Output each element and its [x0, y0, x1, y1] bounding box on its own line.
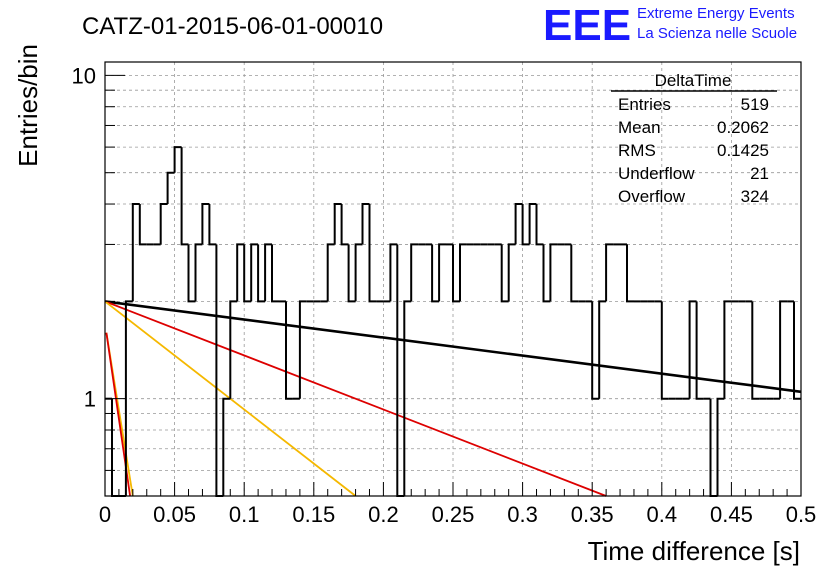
x-tick-label: 0.4 [647, 502, 678, 527]
histogram-bin [688, 300, 697, 399]
histogram-bin [389, 243, 398, 302]
stats-row-value: 519 [741, 95, 769, 114]
histogram-bin [347, 244, 356, 303]
histogram-bin [236, 243, 245, 302]
histogram-bin [243, 244, 252, 303]
y-axis-label: Entries/bin [13, 44, 43, 167]
x-tick-label: 0.45 [710, 502, 753, 527]
histogram-bin [271, 244, 279, 303]
histogram-bin [514, 203, 523, 245]
axis-ticks [104, 74, 802, 497]
histogram-bin [194, 243, 203, 302]
histogram-bin [695, 301, 704, 400]
histogram-bin [138, 204, 147, 246]
histogram-bin [549, 243, 558, 302]
logo-line-2: La Scienza nelle Scuole [637, 25, 797, 42]
histogram-bin [570, 244, 579, 303]
histogram-bin [222, 397, 231, 496]
fit-curve [104, 300, 802, 394]
histogram-bin [660, 301, 669, 400]
histogram-bin [459, 243, 467, 302]
histogram-bin [159, 203, 168, 245]
x-tick-label: 0.5 [786, 502, 817, 527]
histogram-bin [591, 301, 600, 400]
stats-row-label: Entries [618, 95, 671, 114]
logo-line-1: Extreme Energy Events [637, 5, 795, 22]
x-tick-label: 0.15 [292, 502, 335, 527]
histogram-bin [208, 204, 217, 246]
histogram-bin [438, 243, 446, 302]
histogram-bin [626, 244, 634, 303]
histogram-bin [403, 300, 412, 496]
histogram-bin [716, 397, 725, 496]
histogram-bin [751, 301, 760, 400]
histogram-bin [528, 203, 537, 245]
chart-title: CATZ-01-2015-06-01-00010 [82, 13, 383, 40]
histogram-bin [180, 147, 189, 246]
y-tick-label: 1 [84, 387, 96, 412]
histogram-bin [131, 203, 140, 302]
histogram-bin [298, 300, 307, 399]
histogram-bin [326, 243, 335, 302]
stats-row-value: 0.1425 [717, 141, 769, 160]
histogram-bin [368, 204, 377, 303]
stats-title: DeltaTime [655, 71, 732, 90]
stats-box: DeltaTime Entries 519 Mean 0.2062 RMS 0.1425 U… [611, 71, 777, 206]
histogram-bin [396, 244, 405, 497]
histogram-bin [598, 300, 607, 399]
histogram-bin [605, 243, 614, 302]
histogram-bin [201, 203, 210, 245]
histogram-bin [361, 203, 370, 245]
x-axis-label: Time difference [s] [588, 536, 800, 566]
histogram-bin [285, 301, 293, 400]
logo-mark: EEE [543, 1, 631, 50]
stats-row-value: 324 [741, 187, 769, 206]
histogram-bin [779, 300, 788, 399]
x-tick-label: 0.2 [368, 502, 399, 527]
histogram-bin [452, 244, 460, 303]
histogram-bin [257, 244, 266, 303]
stats-row-label: RMS [618, 141, 656, 160]
histogram-bin [431, 244, 440, 303]
x-tick-label: 0.1 [229, 502, 260, 527]
histogram-bin [229, 300, 238, 399]
histogram-bin [410, 243, 419, 302]
histogram-bin [250, 243, 259, 302]
x-tick-label: 0.25 [432, 502, 475, 527]
stats-row-label: Mean [618, 118, 661, 137]
histogram-bin [793, 301, 801, 400]
histogram-bin [507, 243, 516, 302]
stats-row-value: 0.2062 [717, 118, 769, 137]
x-tick-label: 0.3 [507, 502, 538, 527]
x-tick-label: 0.05 [153, 502, 196, 527]
tick-labels: 0 0.05 0.1 0.15 0.2 0.25 0.3 0.35 0.4 0.45 0.5 1 10 [72, 63, 817, 527]
stats-row-label: Overflow [618, 187, 686, 206]
histogram-bin [542, 244, 551, 303]
stats-row-label: Underflow [618, 164, 695, 183]
y-tick-label: 10 [72, 63, 96, 88]
histogram-bin [187, 244, 196, 303]
histogram-bin [264, 243, 272, 302]
histogram-bin [500, 244, 509, 303]
x-tick-label: 0.35 [571, 502, 614, 527]
stats-rows: Entries 519 Mean 0.2062 RMS 0.1425 Underflow 21… [618, 95, 769, 206]
histogram-bin [340, 204, 349, 246]
x-tick-label: 0 [99, 502, 111, 527]
stats-row-value: 21 [750, 164, 769, 183]
histogram-bin [166, 171, 175, 204]
histogram-bin [354, 243, 363, 302]
histogram-bin [215, 244, 224, 497]
fit-curve [104, 300, 607, 497]
histogram-bin [723, 300, 732, 399]
histogram-bin [124, 300, 133, 496]
histogram-bin [333, 203, 342, 245]
histogram-bin [173, 146, 182, 173]
histogram-bin [521, 204, 530, 246]
histogram-bin [535, 204, 544, 246]
